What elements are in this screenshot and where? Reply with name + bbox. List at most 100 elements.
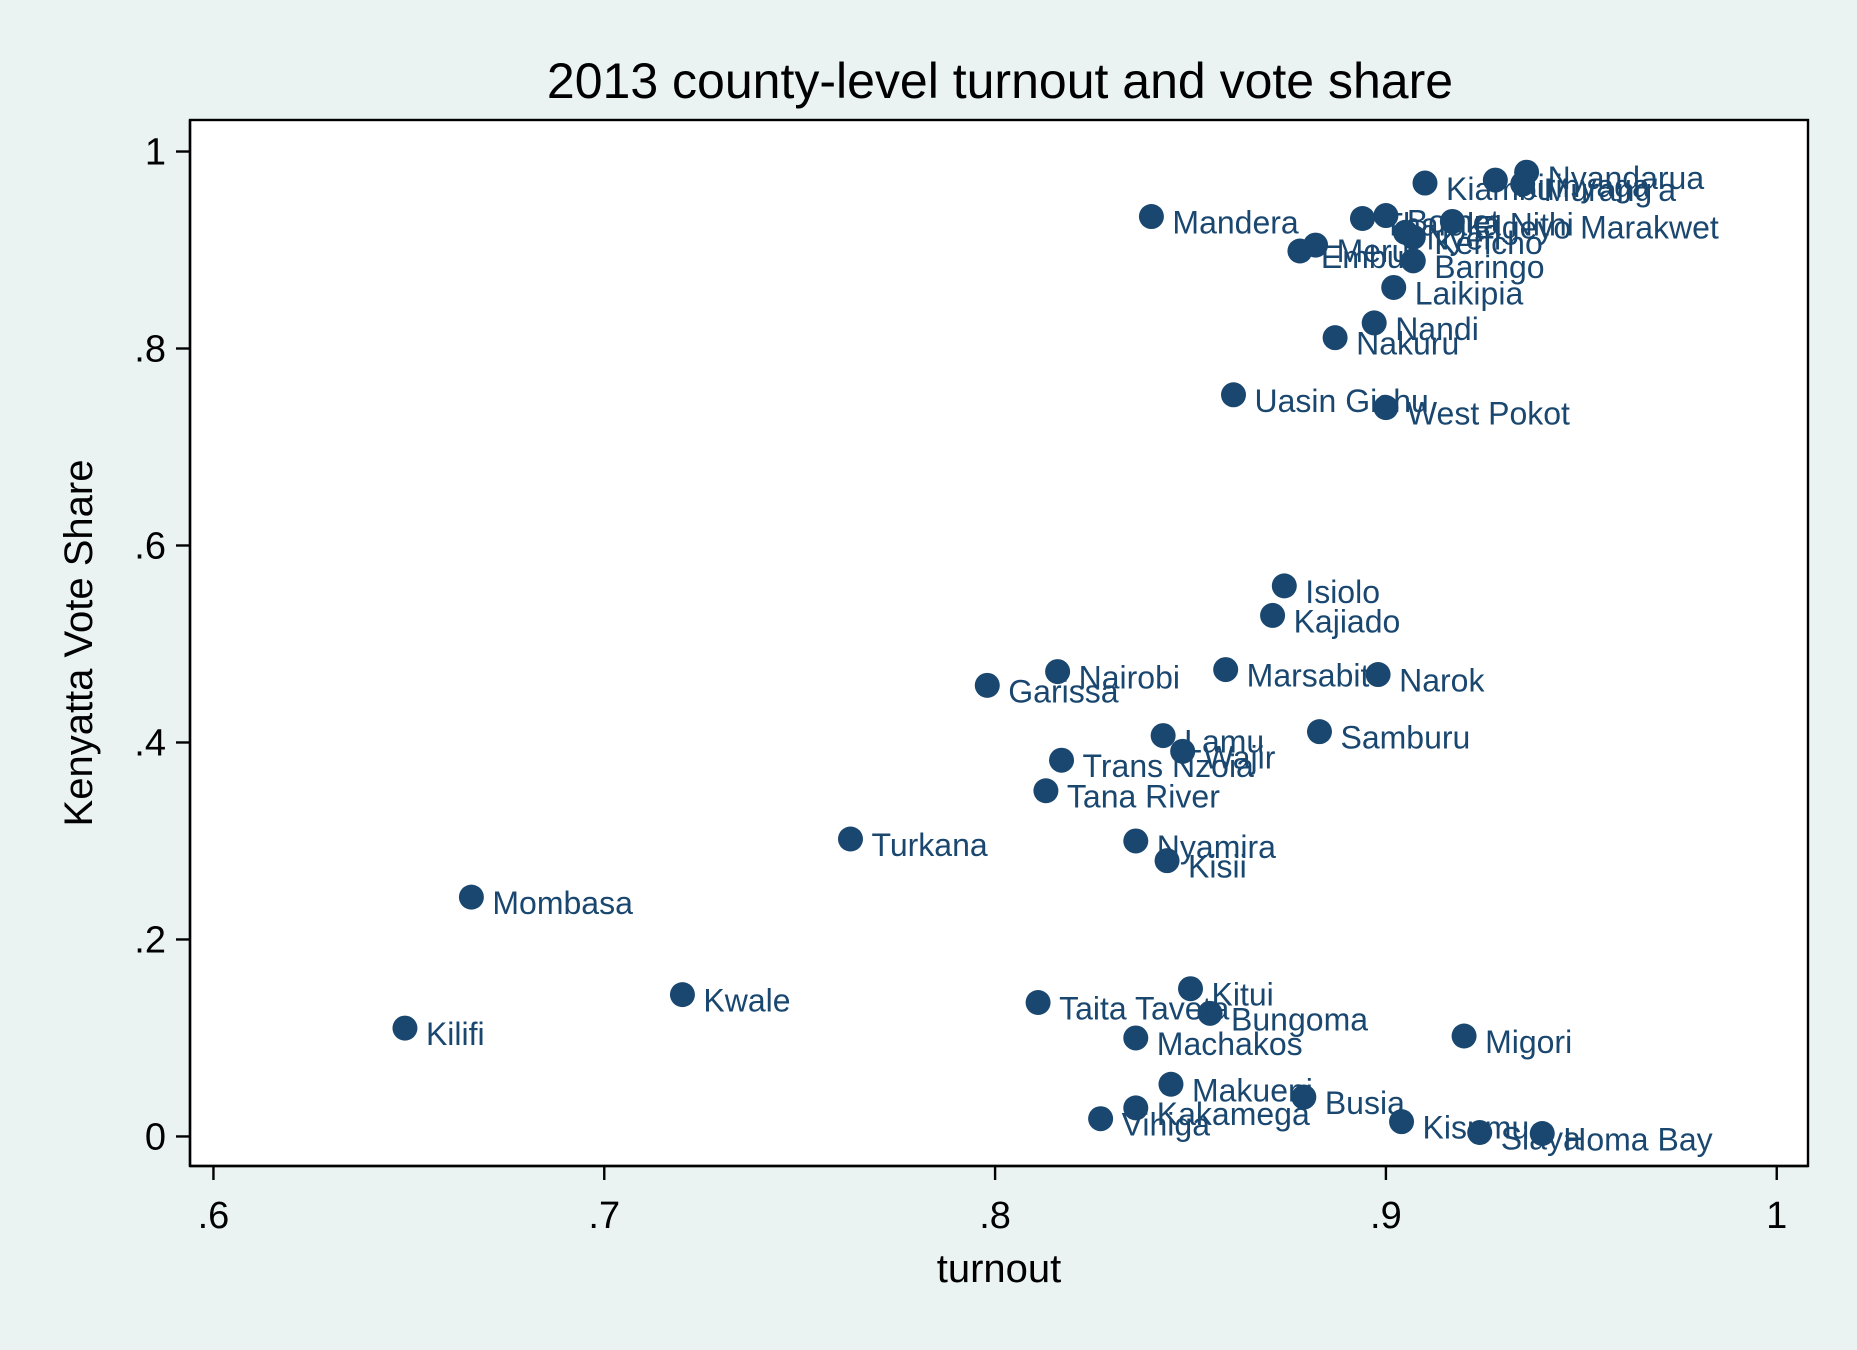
point-label: Bomet <box>1407 204 1500 240</box>
point-label: Nyamira <box>1157 829 1276 865</box>
data-point <box>1123 1025 1149 1051</box>
data-point <box>1178 976 1204 1002</box>
chart-title: 2013 county-level turnout and vote share <box>547 53 1453 109</box>
point-label: Nyeri <box>1426 220 1501 256</box>
point-label: Kiambu <box>1446 171 1555 207</box>
data-point <box>669 982 695 1008</box>
point-label: Wajir <box>1204 739 1276 775</box>
data-point <box>1373 203 1399 229</box>
data-point <box>1482 167 1508 193</box>
point-label: Bungoma <box>1231 1001 1368 1037</box>
y-tick-label: 1 <box>145 132 166 174</box>
y-tick-label: 0 <box>145 1116 166 1158</box>
point-label: Mombasa <box>492 885 633 921</box>
data-point <box>1365 662 1391 688</box>
data-point <box>1271 573 1297 599</box>
point-label: Kisumu <box>1423 1110 1530 1146</box>
point-label: Tana River <box>1067 779 1220 815</box>
data-point <box>1287 238 1313 264</box>
data-point <box>1451 1023 1477 1049</box>
data-point <box>1033 778 1059 804</box>
point-label: Homa Bay <box>1563 1121 1712 1157</box>
point-label: Kisii <box>1188 849 1247 885</box>
data-point <box>1291 1084 1317 1110</box>
data-point <box>1361 310 1387 336</box>
data-point <box>1197 1000 1223 1026</box>
data-point <box>1400 248 1426 274</box>
data-point <box>1213 657 1239 683</box>
data-point <box>1322 325 1348 351</box>
y-tick-label: .4 <box>134 722 166 764</box>
data-point <box>1025 990 1051 1016</box>
data-point <box>392 1015 418 1041</box>
data-point <box>1389 1109 1415 1135</box>
data-point <box>1220 382 1246 408</box>
data-point <box>1150 723 1176 749</box>
data-point <box>1381 274 1407 300</box>
point-label: Mandera <box>1172 205 1299 241</box>
y-tick-label: .8 <box>134 329 166 371</box>
data-point <box>1088 1106 1114 1132</box>
data-point <box>1049 747 1075 773</box>
point-label: Nairobi <box>1079 660 1180 696</box>
point-label: Uasin Gishu <box>1254 383 1428 419</box>
point-label: Lamu <box>1184 724 1264 760</box>
point-label: Nyandarua <box>1548 160 1705 196</box>
data-point <box>1412 170 1438 196</box>
data-point <box>1170 738 1196 764</box>
plot-area <box>190 120 1808 1166</box>
x-axis-title: turnout <box>937 1247 1062 1291</box>
point-label: Taita Taveta <box>1059 991 1229 1027</box>
point-label: Embu <box>1321 239 1405 275</box>
x-tick-label: .6 <box>198 1195 230 1237</box>
data-point <box>1158 1071 1184 1097</box>
x-tick-label: .8 <box>979 1195 1011 1237</box>
x-tick-label: .7 <box>588 1195 620 1237</box>
y-axis-title: Kenyatta Vote Share <box>57 460 101 827</box>
point-label: Garissa <box>1008 673 1118 709</box>
data-point <box>1510 171 1536 197</box>
data-point <box>1373 395 1399 421</box>
data-points <box>392 159 1555 1146</box>
x-axis-ticks: .6 .7 .8 .9 1 <box>198 1166 1787 1237</box>
point-label: Turkana <box>871 827 987 863</box>
point-label: Meru <box>1337 233 1410 269</box>
point-label: Kakamega <box>1157 1096 1310 1132</box>
point-label: Trans Nzoia <box>1083 748 1255 784</box>
data-point <box>1123 828 1149 854</box>
point-label: Isiolo <box>1305 574 1380 610</box>
point-label: Makueni <box>1192 1072 1313 1108</box>
point-label: Marsabit <box>1247 658 1370 694</box>
point-label: Kitui <box>1212 977 1274 1013</box>
data-point <box>1306 719 1332 745</box>
point-label: Nakuru <box>1356 326 1459 362</box>
point-label: Nandi <box>1395 311 1479 347</box>
data-point <box>1439 208 1465 234</box>
point-label: Kirinyaga <box>1516 168 1650 204</box>
data-point <box>458 884 484 910</box>
y-tick-label: .6 <box>134 525 166 567</box>
point-label: Siaya <box>1501 1121 1581 1157</box>
point-label: Machakos <box>1157 1026 1303 1062</box>
data-point <box>1123 1095 1149 1121</box>
y-axis-ticks: 0 .2 .4 .6 .8 1 <box>134 132 190 1158</box>
y-tick-label: .2 <box>134 919 166 961</box>
point-label: West Pokot <box>1407 396 1570 432</box>
point-label: Elgeyo Marakwet <box>1473 209 1719 245</box>
point-label: Busia <box>1325 1085 1405 1121</box>
x-tick-label: .9 <box>1370 1195 1402 1237</box>
data-point <box>1154 848 1180 874</box>
data-point <box>974 672 1000 698</box>
point-label: Tharaka Nithi <box>1383 206 1573 242</box>
point-label: Narok <box>1399 663 1485 699</box>
x-tick-label: 1 <box>1766 1195 1787 1237</box>
data-point <box>1138 204 1164 230</box>
data-point <box>1260 602 1286 628</box>
data-point <box>1045 659 1071 685</box>
point-label: Samburu <box>1340 720 1470 756</box>
point-label: Kilifi <box>426 1016 485 1052</box>
data-point <box>837 826 863 852</box>
point-label: Kajiado <box>1294 603 1401 639</box>
